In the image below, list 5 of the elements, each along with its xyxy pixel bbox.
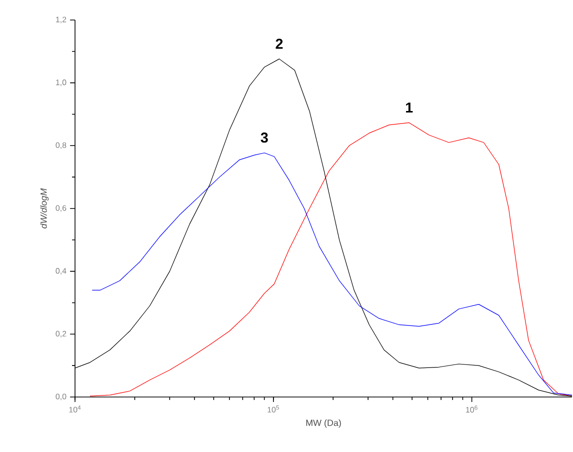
series-label: 3 <box>260 132 268 143</box>
series-label: 1 <box>406 102 413 113</box>
y-axis-title: dW/dlogM <box>40 188 49 228</box>
x-axis-title: MW (Da) <box>306 419 341 428</box>
series-label: 2 <box>276 38 283 49</box>
